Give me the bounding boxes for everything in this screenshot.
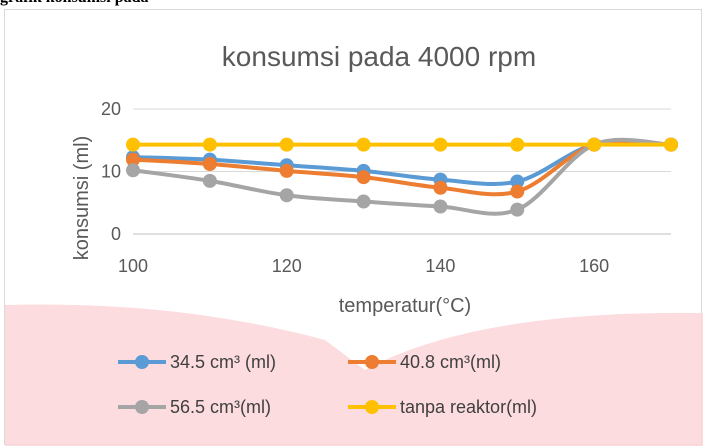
data-point [433, 180, 448, 195]
x-axis-title: temperatur(°C) [339, 295, 471, 317]
data-point [279, 137, 294, 152]
data-point [587, 137, 602, 152]
data-point [126, 137, 140, 152]
data-point [279, 188, 294, 203]
data-point [433, 137, 448, 152]
legend: 34.5 cm³ (ml) 40.8 cm³(ml) 56.5 cm³(ml) tan… [118, 352, 537, 417]
legend-marker [135, 355, 149, 369]
legend-label: 40.8 cm³(ml) [400, 352, 501, 372]
data-point [510, 137, 525, 152]
data-point [126, 163, 140, 178]
legend-marker [135, 400, 149, 414]
axes: 0 10 20 100 120 140 160 [101, 99, 671, 276]
x-tick-label: 120 [272, 256, 302, 276]
x-tick-label: 140 [425, 256, 455, 276]
data-point [202, 157, 217, 171]
series-line [131, 137, 673, 216]
legend-item: 56.5 cm³(ml) [118, 397, 271, 417]
legend-label: 34.5 cm³ (ml) [170, 352, 276, 372]
y-axis-title: konsumsi (ml) [71, 136, 93, 260]
data-point [356, 170, 371, 185]
data-point [664, 137, 678, 152]
legend-item: 40.8 cm³(ml) [348, 352, 501, 372]
y-tick-label: 20 [101, 99, 121, 119]
legend-marker [365, 355, 379, 369]
data-point [202, 137, 217, 152]
legend-item: 34.5 cm³ (ml) [118, 352, 276, 372]
x-tick-label: 100 [118, 256, 148, 276]
legend-label: tanpa reaktor(ml) [400, 397, 537, 417]
data-point [202, 173, 217, 188]
data-point [356, 194, 371, 209]
series-lines [126, 137, 678, 217]
legend-item: tanpa reaktor(ml) [348, 397, 537, 417]
data-point [356, 137, 371, 152]
legend-label: 56.5 cm³(ml) [170, 397, 271, 417]
background-band [5, 304, 703, 446]
data-point [510, 174, 525, 189]
background-band-shape [5, 304, 703, 446]
y-tick-label: 10 [101, 162, 121, 182]
chart-title: konsumsi pada 4000 rpm [222, 41, 536, 72]
gridlines [133, 108, 671, 172]
data-point [126, 152, 140, 167]
data-point [510, 184, 525, 199]
data-point [433, 199, 448, 214]
x-tick-label: 160 [579, 256, 609, 276]
line-chart: konsumsi pada 4000 rpm 0 10 20 100 120 140 160… [5, 41, 703, 446]
y-tick-label: 0 [111, 224, 121, 244]
data-point [279, 163, 294, 178]
chart-area: konsumsi pada 4000 rpm 0 10 20 100 120 140 160… [4, 9, 703, 446]
page-heading: grafik konsumsi pada [0, 0, 149, 9]
legend-marker [365, 400, 379, 414]
data-point [510, 202, 525, 217]
